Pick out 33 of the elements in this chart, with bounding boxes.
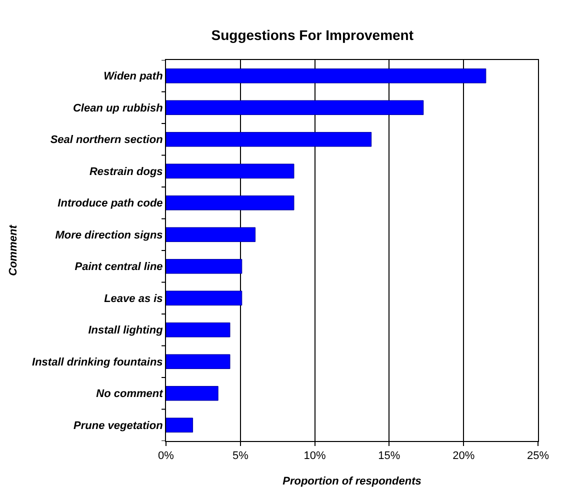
y-tick-label: More direction signs [55, 229, 163, 242]
bar [166, 258, 242, 274]
bar [166, 164, 294, 179]
x-tick-label: 25% [526, 450, 550, 462]
y-tick-label: Install lighting [88, 324, 164, 337]
bar [166, 227, 256, 242]
bar [166, 132, 372, 147]
bar [166, 195, 294, 210]
x-axis-title: Proportion of respondents [282, 475, 422, 488]
y-tick-label: No comment [96, 388, 164, 400]
bar [166, 386, 218, 401]
y-tick-label: Clean up rubbish [72, 102, 164, 114]
x-tick-label: 15% [378, 450, 400, 462]
y-tick-label: Paint central line [74, 261, 163, 274]
y-tick-label: Leave as is [104, 292, 163, 305]
x-tick-label: 5% [232, 450, 249, 462]
y-tick-label: Widen path [104, 70, 164, 83]
y-tick-label: Introduce path code [58, 198, 163, 210]
bar [166, 100, 424, 116]
bar [166, 68, 486, 84]
x-tick-label: 10% [304, 450, 326, 462]
x-tick-label: 20% [452, 450, 475, 462]
bar [166, 290, 242, 306]
bar [166, 354, 230, 370]
chart-title: Suggestions For Improvement [211, 26, 414, 43]
y-tick-label: Restrain dogs [89, 166, 163, 178]
y-axis-title: Comment [8, 224, 20, 276]
x-tick-label: 0% [158, 450, 174, 462]
bar [166, 322, 230, 338]
bar [166, 418, 194, 433]
y-tick-label: Seal northern section [50, 134, 164, 146]
y-tick-label: Prune vegetation [74, 420, 164, 432]
y-tick-label: Install drinking fountains [32, 356, 163, 368]
